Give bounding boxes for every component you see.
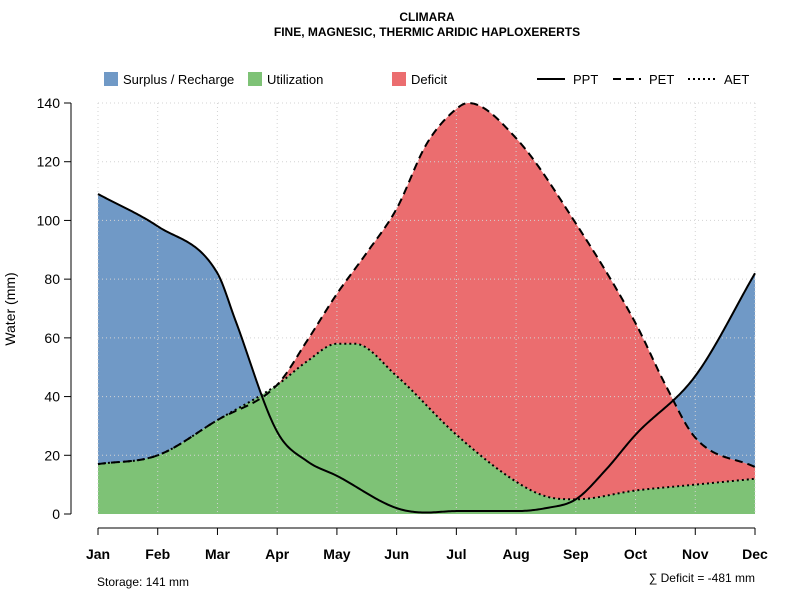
axes: 0 20 40 60 80 100 120 140 Jan Feb Mar Apr May Jun Jul… bbox=[37, 95, 768, 562]
y-tick-label: 0 bbox=[52, 506, 60, 522]
surplus-area bbox=[98, 103, 755, 468]
y-tick-label: 20 bbox=[44, 447, 60, 463]
x-tick-label-nov: Nov bbox=[682, 546, 709, 562]
legend-label-surplus: Surplus / Recharge bbox=[123, 72, 234, 87]
legend-label-pet: PET bbox=[649, 72, 674, 87]
y-tick-label: 60 bbox=[44, 330, 60, 346]
x-tick-label-mar: Mar bbox=[205, 546, 230, 562]
legend-label-aet: AET bbox=[724, 72, 749, 87]
chart-subtitle: FINE, MAGNESIC, THERMIC ARIDIC HAPLOXERE… bbox=[274, 25, 580, 39]
legend-label-deficit: Deficit bbox=[411, 72, 448, 87]
deficit-area bbox=[98, 103, 755, 500]
x-tick-label-may: May bbox=[323, 546, 350, 562]
deficit-annotation: ∑ Deficit = -481 mm bbox=[649, 571, 755, 585]
y-tick-label: 80 bbox=[44, 271, 60, 287]
legend-swatch-deficit bbox=[392, 72, 406, 86]
y-tick-label: 140 bbox=[37, 95, 61, 111]
legend-swatch-utilization bbox=[248, 72, 262, 86]
legend-swatch-surplus bbox=[104, 72, 118, 86]
y-tick-label: 40 bbox=[44, 389, 60, 405]
y-tick-label: 100 bbox=[37, 212, 61, 228]
x-tick-label-jun: Jun bbox=[384, 546, 409, 562]
x-tick-label-dec: Dec bbox=[742, 546, 768, 562]
ppt-line bbox=[97, 193, 756, 514]
legend: Surplus / Recharge Utilization Deficit P… bbox=[104, 72, 749, 87]
chart-title: CLIMARA bbox=[399, 10, 455, 24]
x-tick-label-sep: Sep bbox=[563, 546, 589, 562]
x-tick-label-jan: Jan bbox=[86, 546, 110, 562]
storage-annotation: Storage: 141 mm bbox=[97, 575, 189, 589]
utilization-area bbox=[98, 343, 755, 514]
pet-line bbox=[97, 101, 756, 468]
plot-area bbox=[97, 101, 756, 514]
x-tick-label-feb: Feb bbox=[145, 546, 170, 562]
legend-label-utilization: Utilization bbox=[267, 72, 323, 87]
aet-line bbox=[97, 342, 756, 501]
x-tick-label-jul: Jul bbox=[446, 546, 466, 562]
legend-label-ppt: PPT bbox=[573, 72, 598, 87]
x-tick-label-apr: Apr bbox=[265, 546, 290, 562]
y-tick-label: 120 bbox=[37, 154, 61, 170]
x-tick-label-aug: Aug bbox=[502, 546, 529, 562]
y-axis-label: Water (mm) bbox=[2, 272, 18, 345]
x-tick-label-oct: Oct bbox=[624, 546, 648, 562]
